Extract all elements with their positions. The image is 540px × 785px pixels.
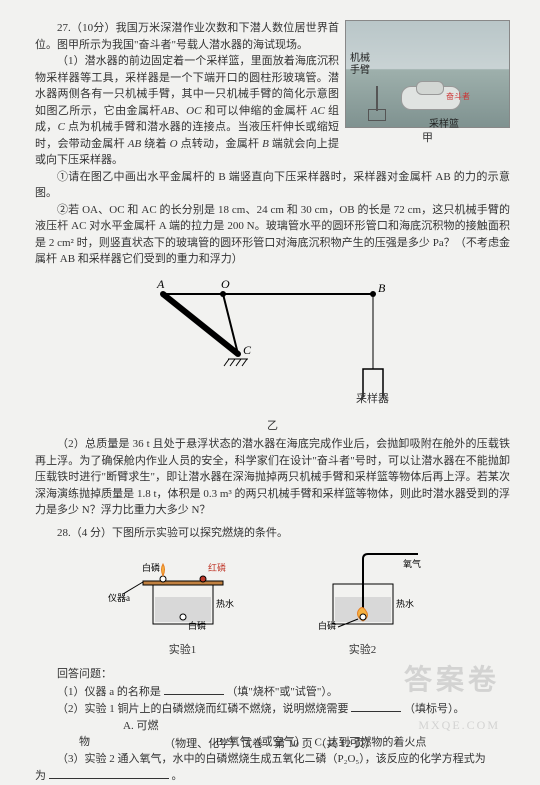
i: O: [170, 138, 178, 150]
blank-3[interactable]: [49, 767, 169, 779]
label-caiyanglan: 采样篮: [429, 117, 459, 132]
t: 点转动，金属杆: [178, 138, 263, 150]
q28-q1: （1）仪器 a 的名称是 （填"烧杯"或"试管"）。: [35, 683, 510, 701]
e1-reshui: 热水: [216, 598, 234, 609]
photo-jia: 机械 手臂 奋斗者 采样篮 甲: [345, 20, 510, 147]
exp1-fig: 白磷 红磷 仪器a 热水 白磷 实验1: [108, 549, 258, 658]
e1-yiqi: 仪器a: [108, 593, 130, 603]
lbl-C: C: [243, 343, 252, 357]
label-shoubi: 手臂: [350, 63, 370, 78]
q28-q2: （2）实验 1 铜片上的白磷燃烧而红磷不燃烧，说明燃烧需要 （填标号）。: [35, 700, 510, 718]
t: 和可以伸缩的金属杆: [201, 105, 310, 117]
blank-1[interactable]: [164, 683, 224, 695]
page-footer: （物理、化学）试卷 第 10 页 （共 12 页）: [0, 736, 540, 753]
q28-header: 28.（4 分）下图所示实验可以探究燃烧的条件。: [35, 525, 510, 542]
i: AB: [161, 105, 174, 117]
t: （填标号）。: [404, 703, 465, 715]
t: （填"烧杯"或"试管"）。: [226, 686, 337, 698]
submarine-top: [416, 81, 444, 95]
t: 为: [35, 770, 46, 782]
e1-baip1: 白磷: [142, 562, 160, 573]
e2-reshui: 热水: [396, 598, 414, 609]
i: OC: [186, 105, 201, 117]
lbl-O: O: [221, 277, 230, 291]
exp2-fig: 氧气 白磷 热水 实验2: [288, 549, 438, 658]
e2-baip: 白磷: [318, 620, 336, 631]
i: AC: [311, 105, 325, 117]
q28-diagrams: 白磷 红磷 仪器a 热水 白磷 实验1 氧气 白磷 热水 实验2: [35, 549, 510, 658]
arm-line: [376, 86, 378, 111]
q27-block: 机械 手臂 奋斗者 采样篮 甲 27.（10分）我国万米深潜作业次数和下潜人数位…: [35, 20, 510, 169]
i: B: [262, 138, 269, 150]
t: 、: [174, 105, 186, 117]
i: AB: [128, 138, 141, 150]
photo-caption: 甲: [345, 130, 510, 147]
basket: [368, 109, 386, 121]
photo-frame: 机械 手臂 奋斗者 采样篮: [345, 20, 510, 128]
i: C: [58, 121, 65, 133]
lbl-B: B: [378, 281, 386, 295]
exp2-caption: 实验2: [288, 642, 438, 659]
exp1-caption: 实验1: [108, 642, 258, 659]
lbl-A: A: [156, 277, 165, 291]
q27-sub2: ②若 OA、OC 和 AC 的长分别是 18 cm、24 cm 和 30 cm，…: [35, 202, 510, 268]
answer-label: 回答问题：: [35, 666, 510, 683]
blank-2[interactable]: [351, 700, 401, 712]
t: （1）仪器 a 的名称是: [57, 686, 161, 698]
t: 。: [172, 770, 183, 782]
e1-hongp: 红磷: [208, 562, 226, 573]
diagram-yi: A O C B 采样器 乙: [35, 274, 510, 435]
t: 绕着: [141, 138, 169, 150]
t: （3）实验 2 通入氧气，水中的白磷燃烧生成五氧化二磷（P₂O₅），该反应的化学…: [57, 753, 486, 765]
diagram-caption: 乙: [35, 418, 510, 435]
q28-q3: （3）实验 2 通入氧气，水中的白磷燃烧生成五氧化二磷（P₂O₅），该反应的化学…: [35, 751, 510, 768]
q28-q3b: 为 。: [35, 767, 510, 785]
q27-p2: （2）总质量是 36 t 且处于悬浮状态的潜水器在海底完成作业后，会抛卸吸附在舱…: [35, 436, 510, 519]
sub-title: 奋斗者: [446, 91, 470, 103]
t: （2）实验 1 铜片上的白磷燃烧而红磷不燃烧，说明燃烧需要: [57, 703, 349, 715]
q27-sub1: ①请在图乙中画出水平金属杆的 B 端竖直向下压采样器时，采样器对金属杆 AB 的…: [35, 169, 510, 202]
e2-yangqi: 氧气: [403, 558, 421, 569]
e1-baip2: 白磷: [188, 620, 206, 631]
